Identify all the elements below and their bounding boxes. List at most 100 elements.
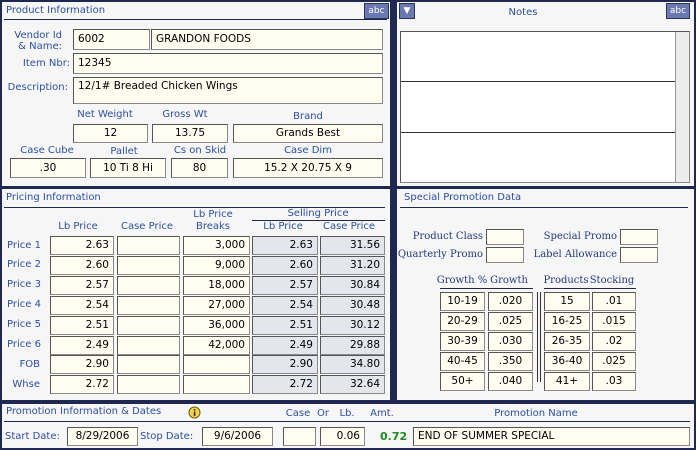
price-cell[interactable]: 32.64	[320, 375, 385, 395]
scrollbar[interactable]	[675, 32, 689, 182]
growth-cell[interactable]: .02	[592, 332, 636, 351]
label: Start Date:	[5, 431, 60, 442]
price-cell[interactable]: 27,000	[183, 295, 250, 315]
price-cell[interactable]: 2.51	[50, 315, 114, 335]
price-cell[interactable]	[183, 375, 250, 395]
input-field[interactable]	[620, 229, 658, 245]
price-cell[interactable]: 2.51	[252, 315, 318, 335]
row-label: Price 6	[7, 339, 41, 350]
divider	[400, 207, 688, 208]
spell-button[interactable]: abc	[364, 3, 389, 19]
growth-cell[interactable]: 26-35	[544, 332, 590, 351]
input-field[interactable]: 0.06	[320, 427, 365, 446]
price-cell[interactable]: 2.54	[252, 295, 318, 315]
price-cell[interactable]: 2.60	[50, 255, 114, 275]
price-cell[interactable]: 2.49	[50, 335, 114, 355]
price-cell[interactable]: 36,000	[183, 315, 250, 335]
input-field[interactable]: .30	[10, 158, 86, 178]
growth-cell[interactable]: 50+	[440, 372, 485, 391]
label: & Name:	[18, 41, 62, 52]
growth-cell[interactable]: 20-29	[440, 312, 485, 331]
input-field[interactable]: 6002	[73, 29, 150, 50]
price-cell[interactable]: 2.54	[50, 295, 114, 315]
input-field[interactable]	[283, 427, 316, 446]
column-header: Promotion Name	[494, 408, 578, 419]
input-field[interactable]: 12/1# Breaded Chicken Wings	[73, 77, 383, 104]
price-cell[interactable]: 2.90	[50, 355, 114, 375]
price-cell[interactable]	[117, 355, 180, 375]
input-field[interactable]: 9/6/2006	[202, 427, 273, 446]
price-cell[interactable]: 2.63	[252, 236, 318, 255]
price-cell[interactable]: 30.12	[320, 315, 385, 335]
label: Brand	[293, 111, 323, 122]
growth-cell[interactable]: 10-19	[440, 292, 485, 311]
column-header: Selling Price	[287, 208, 349, 219]
growth-cell[interactable]: .020	[488, 292, 533, 311]
growth-cell[interactable]: .030	[488, 332, 533, 351]
label: Description:	[7, 82, 68, 93]
price-cell[interactable]	[117, 295, 180, 315]
input-field[interactable]: END OF SUMMER SPECIAL	[413, 427, 690, 446]
input-field[interactable]: 15.2 X 20.75 X 9	[233, 158, 383, 178]
growth-cell[interactable]: .040	[488, 372, 533, 391]
spell-button[interactable]: abc	[666, 3, 690, 19]
price-cell[interactable]: 3,000	[183, 236, 250, 255]
price-cell[interactable]: 2.57	[50, 275, 114, 295]
price-cell[interactable]: 29.88	[320, 335, 385, 355]
price-cell[interactable]: 2.49	[252, 335, 318, 355]
input-field[interactable]	[486, 229, 524, 245]
growth-cell[interactable]: 16-25	[544, 312, 590, 331]
growth-cell[interactable]: 36-40	[544, 352, 590, 371]
price-cell[interactable]: 2.72	[252, 375, 318, 395]
price-cell[interactable]: 2.60	[252, 255, 318, 275]
price-cell[interactable]: 42,000	[183, 335, 250, 355]
price-cell[interactable]	[117, 236, 180, 255]
price-cell[interactable]: 2.63	[50, 236, 114, 255]
price-cell[interactable]	[117, 255, 180, 275]
input-field[interactable]	[486, 247, 524, 263]
growth-cell[interactable]: 15	[544, 292, 590, 311]
divider	[4, 19, 387, 20]
price-cell[interactable]	[117, 275, 180, 295]
input-field[interactable]: 10 Ti 8 Hi	[90, 158, 166, 178]
price-cell[interactable]	[117, 335, 180, 355]
growth-cell[interactable]: 41+	[544, 372, 590, 391]
price-cell[interactable]	[117, 315, 180, 335]
growth-cell[interactable]: .015	[592, 312, 636, 331]
input-field[interactable]: Grands Best	[233, 124, 383, 143]
notes-textarea[interactable]	[400, 31, 690, 183]
input-field[interactable]: 12345	[73, 53, 383, 74]
price-cell[interactable]: 2.57	[252, 275, 318, 295]
panel-title: Notes	[508, 7, 538, 18]
price-cell[interactable]: 30.48	[320, 295, 385, 315]
growth-cell[interactable]: .01	[592, 292, 636, 311]
price-cell[interactable]: 2.72	[50, 375, 114, 395]
price-cell[interactable]	[183, 355, 250, 375]
divider	[440, 288, 533, 289]
input-field[interactable]: 8/29/2006	[67, 427, 138, 446]
price-cell[interactable]: 31.20	[320, 255, 385, 275]
growth-cell[interactable]: .03	[592, 372, 636, 391]
input-field[interactable]: GRANDON FOODS	[151, 29, 383, 50]
input-field[interactable]: 12	[73, 124, 148, 143]
column-header: Case Price	[322, 221, 376, 232]
menu-button[interactable]: ▼	[399, 3, 415, 19]
growth-cell[interactable]: 30-39	[440, 332, 485, 351]
input-field[interactable]	[620, 247, 658, 263]
column-header: Lb Price	[58, 221, 98, 232]
growth-cell[interactable]: .025	[592, 352, 636, 371]
growth-cell[interactable]: 40-45	[440, 352, 485, 371]
growth-cell[interactable]: .350	[488, 352, 533, 371]
price-cell[interactable]: 2.90	[252, 355, 318, 375]
price-cell[interactable]: 34.80	[320, 355, 385, 375]
growth-cell[interactable]: .025	[488, 312, 533, 331]
price-cell[interactable]: 31.56	[320, 236, 385, 255]
price-cell[interactable]: 18,000	[183, 275, 250, 295]
info-icon[interactable]	[188, 406, 201, 419]
price-cell[interactable]	[117, 375, 180, 395]
input-field[interactable]: 13.75	[152, 124, 228, 143]
price-cell[interactable]: 30.84	[320, 275, 385, 295]
price-cell[interactable]: 9,000	[183, 255, 250, 275]
input-field[interactable]: 80	[171, 158, 228, 178]
